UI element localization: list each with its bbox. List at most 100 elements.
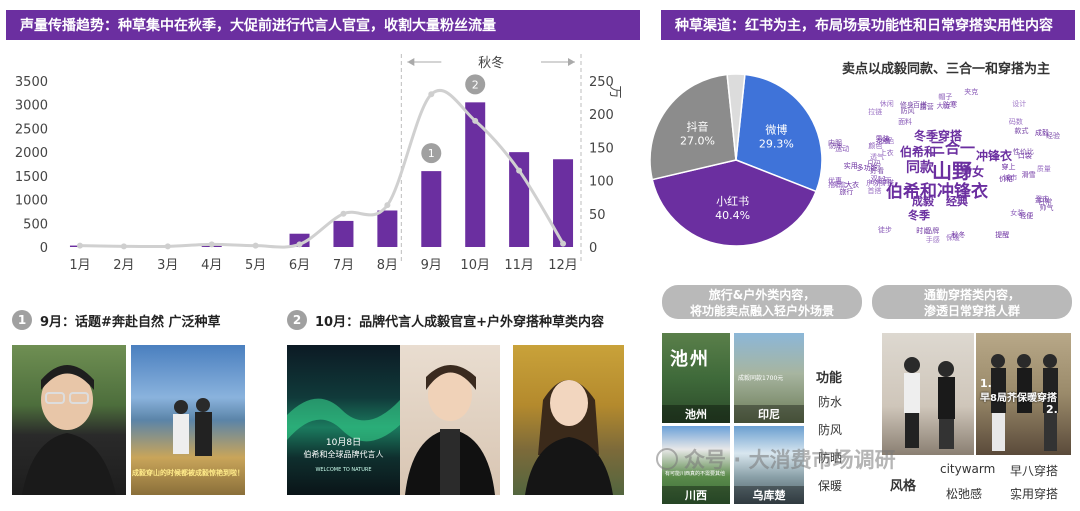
y-right-tick: 150 — [589, 141, 614, 156]
line-point — [77, 243, 83, 249]
pie-label-name: 抖音 — [686, 120, 708, 134]
wordcloud-word: 冬季 — [908, 207, 930, 223]
tile-chizhou: 池州 池州 — [662, 333, 730, 423]
tile-chizhou-title: 池州 — [670, 345, 710, 371]
tile-chuanxi-label: 川西 — [662, 486, 730, 504]
photo-couple-lake: 成毅穿山的时候都被成毅惊艳到啦！ — [131, 345, 245, 495]
line-point — [384, 202, 390, 208]
y-left-tick: 2500 — [15, 122, 48, 137]
couple-caption: 成毅穿山的时候都被成毅惊艳到啦！ — [131, 467, 245, 479]
tile-wukuchu-label: 乌库楚 — [734, 486, 804, 504]
bar — [509, 152, 529, 247]
line-point — [428, 91, 434, 97]
ambassador-figure — [400, 345, 500, 495]
line-point — [472, 118, 478, 124]
y-left-tick: 1500 — [15, 170, 48, 185]
x-tick: 3月 — [157, 258, 178, 273]
x-tick: 5月 — [245, 258, 266, 273]
poster-title: 伯希和全球品牌代言人 — [287, 449, 400, 460]
line-series — [80, 90, 563, 247]
pie-label-pct: 27.0% — [680, 135, 715, 148]
tile-chizhou-label: 池州 — [662, 405, 730, 423]
wordcloud-title: 卖点以成毅同款、三合一和穿搭为主 — [842, 58, 1050, 77]
poster-slogan: WELCOME TO NATURE — [287, 467, 400, 473]
commute-overlay-2: 2. — [1046, 403, 1058, 416]
photo-man-glasses — [12, 345, 126, 495]
line-point — [121, 243, 127, 249]
wordcloud: 多功能户外穿搭金币山色时尚颜色经验首搭提醒上衣日常保暖防寒城市防风户外旅行双11… — [828, 85, 1068, 245]
line-point — [516, 168, 522, 174]
tile-indonesia-label: 印尼 — [734, 405, 804, 423]
tile-indonesia-caption: 成毅同款1700元 — [738, 373, 783, 382]
x-tick: 11月 — [504, 258, 534, 273]
wordcloud-big-words: 伯希和冲锋衣山野三合一同款冬季穿搭伯希和冲锋衣男女成毅冬季经典 — [828, 85, 1068, 245]
bar — [421, 171, 441, 247]
line-point — [209, 241, 215, 247]
point-1-heading: 1 9月：话题#奔赴自然 广泛种草 — [12, 310, 220, 330]
photo-ambassador — [400, 345, 500, 495]
bar — [333, 221, 353, 247]
y-right-unit: 万 — [607, 85, 622, 98]
style-item-relaxed: 松弛感 — [946, 485, 982, 502]
y-left-tick: 3000 — [15, 99, 48, 114]
pill-travel-line1: 旅行&户外类内容， — [662, 287, 862, 303]
x-tick: 12月 — [548, 258, 578, 273]
photo-aurora-poster: 10月8日 伯希和全球品牌代言人 WELCOME TO NATURE — [287, 345, 400, 495]
function-item-waterproof: 防水 — [818, 393, 842, 410]
point-1-badge: 1 — [12, 310, 32, 330]
pill-travel: 旅行&户外类内容， 将功能卖点融入轻户外场景 — [662, 285, 862, 319]
line-point — [253, 243, 259, 249]
x-tick: 10月 — [460, 258, 490, 273]
style-item-citywarm: citywarm — [940, 462, 995, 476]
y-right-tick: 100 — [589, 175, 614, 190]
commute-overlay-title: 早8局芥保暖穿搭 — [980, 389, 1057, 404]
bar — [465, 102, 485, 247]
wordcloud-word: 男女 — [960, 163, 984, 180]
commute-photo-right: 1. 早8局芥保暖穿搭 2. — [976, 333, 1071, 455]
wordcloud-word: 伯希和 — [900, 143, 936, 160]
style-item-early-commute: 早八穿搭 — [1010, 462, 1058, 479]
trend-chart: 秋冬05001000150020002500300035000501001502… — [0, 44, 640, 284]
poster-date: 10月8日 — [287, 435, 400, 448]
function-item-warm: 保暖 — [818, 477, 842, 494]
y-left-tick: 0 — [40, 241, 48, 256]
wordcloud-word: 冲锋衣 — [976, 147, 1012, 164]
commute-photo-left — [882, 333, 974, 455]
right-banner: 种草渠道：红书为主，布局场景功能性和日常穿搭实用性内容 — [661, 10, 1075, 40]
line-point — [297, 241, 303, 247]
y-right-tick: 50 — [589, 208, 606, 223]
style-label: 风格 — [890, 475, 916, 494]
y-right-tick: 200 — [589, 108, 614, 123]
photo-woman-autumn — [513, 345, 624, 495]
left-banner: 声量传播趋势：种草集中在秋季，大促前进行代言人官宣，收割大量粉丝流量 — [6, 10, 640, 40]
pill-travel-line2: 将功能卖点融入轻户外场景 — [662, 303, 862, 319]
season-arrowhead-right — [568, 58, 575, 66]
y-left-tick: 3500 — [15, 75, 48, 90]
wordcloud-word: 冬季穿搭 — [914, 127, 962, 144]
season-label: 秋冬 — [478, 55, 504, 71]
y-left-tick: 2000 — [15, 146, 48, 161]
function-label: 功能 — [816, 367, 842, 386]
tile-chuanxi-caption: 有可能川西真的不需要其他 — [665, 470, 725, 477]
pie-label-pct: 29.3% — [759, 137, 794, 150]
x-tick: 6月 — [289, 258, 310, 273]
marker-label: 2 — [472, 78, 479, 91]
point-1-text: 9月：话题#奔赴自然 广泛种草 — [40, 311, 220, 330]
x-tick: 8月 — [377, 258, 398, 273]
quote-mark: “ — [1012, 495, 1019, 511]
function-item-sunproof: 防晒 — [818, 449, 842, 466]
function-item-windproof: 防风 — [818, 421, 842, 438]
pie-label-name: 微博 — [765, 122, 787, 136]
wordcloud-word: 同款 — [906, 157, 934, 177]
point-2-text: 10月：品牌代言人成毅官宣+户外穿搭种草类内容 — [315, 311, 604, 330]
x-tick: 4月 — [201, 258, 222, 273]
y-left-tick: 500 — [23, 217, 48, 232]
x-tick: 1月 — [69, 258, 90, 273]
pill-commute-line2: 渗透日常穿搭人群 — [872, 303, 1072, 319]
marker-label: 1 — [428, 147, 435, 160]
woman-figure — [513, 345, 624, 495]
pie-label-name: 小红书 — [716, 195, 749, 208]
y-right-tick: 0 — [589, 241, 597, 256]
pill-commute: 通勤穿搭类内容， 渗透日常穿搭人群 — [872, 285, 1072, 319]
